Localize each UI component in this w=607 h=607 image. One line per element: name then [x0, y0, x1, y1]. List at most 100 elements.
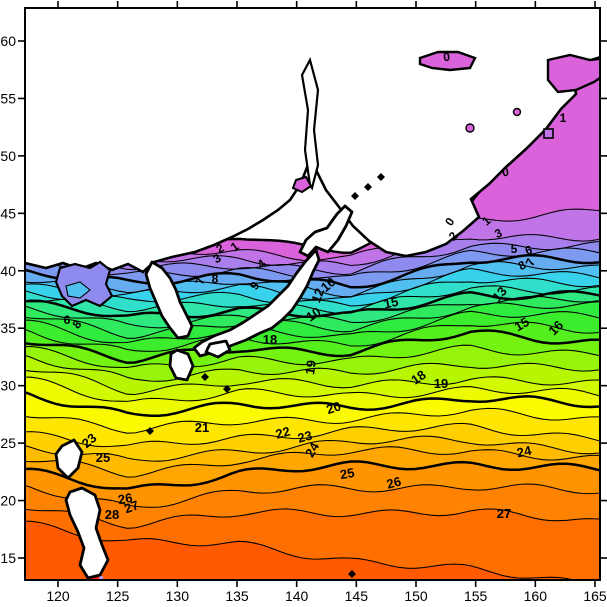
- contour-band-27: [25, 508, 600, 580]
- shikoku-island-coastline: [204, 339, 232, 359]
- x-tick-label: 130: [166, 588, 190, 604]
- contour-line-15: [25, 329, 600, 365]
- contour-band-3: [25, 241, 600, 279]
- island-marker: [364, 183, 372, 191]
- y-tick-label: 35: [0, 320, 16, 336]
- contour-line-22: [25, 422, 600, 448]
- y-tick-label: 20: [0, 493, 16, 509]
- contour-band-21: [25, 408, 600, 447]
- contour-band-15: [25, 330, 600, 368]
- y-tick-label: 40: [0, 263, 16, 279]
- contour-line-16: [25, 344, 600, 369]
- contour-line-24: [25, 446, 600, 478]
- contour-label-22: 22: [274, 424, 292, 442]
- contour-label-26: 26: [117, 490, 134, 507]
- contour-band-20: [25, 392, 600, 434]
- contour-band-24: [25, 446, 600, 489]
- contour-line-11: [25, 295, 600, 329]
- x-tick-label: 120: [46, 588, 70, 604]
- x-tick-label: 135: [225, 588, 249, 604]
- island-marker: [146, 427, 154, 435]
- contour-band-8: [25, 278, 600, 314]
- contour-label-19: 19: [302, 359, 319, 375]
- contour-label-5: 5: [511, 242, 518, 256]
- contour-label-20: 20: [324, 398, 342, 417]
- x-tick-label: 145: [345, 588, 369, 604]
- x-tick-label: 150: [404, 588, 428, 604]
- contour-label-21: 21: [195, 420, 209, 435]
- warm-patch-small: [291, 175, 313, 194]
- plot-frame: [24, 7, 601, 581]
- x-tick-label: 155: [464, 588, 488, 604]
- contour-label-27: 27: [122, 497, 141, 516]
- contour-label-10: 10: [303, 304, 323, 325]
- bohai-gulf-region: [54, 260, 114, 308]
- contour-band-16: [25, 345, 600, 382]
- contour-label-23: 23: [296, 428, 314, 446]
- hokkaido-island-coastline: [298, 204, 354, 258]
- contour-line-21: [25, 407, 600, 434]
- honshu-island-coastline: [192, 248, 321, 358]
- x-tick-label: 160: [524, 588, 548, 604]
- contour-line-18: [25, 369, 600, 396]
- contour-label-19: 19: [434, 376, 448, 391]
- contour-band-14: [25, 322, 600, 363]
- contour-line-14: [25, 321, 600, 352]
- contour-line-26: [25, 483, 600, 508]
- island-marker: [377, 173, 385, 181]
- y-tick-label: 50: [0, 148, 16, 164]
- contour-band-19: [25, 377, 600, 416]
- y-tick-label: 55: [0, 90, 16, 106]
- sakhalin-coastline: [300, 57, 320, 191]
- contour-band-5: [25, 255, 600, 297]
- korea-peninsula-coastline: [144, 260, 194, 340]
- contour-line-25: [25, 460, 600, 490]
- contour-band-28: [25, 521, 574, 580]
- contour-label-25: 25: [96, 450, 110, 465]
- contour-band-26: [25, 484, 600, 529]
- island-marker: [351, 192, 359, 200]
- contour-band-2: [25, 234, 600, 275]
- contour-line-28: [25, 520, 576, 580]
- contour-label-15: 15: [382, 294, 399, 312]
- contour-label-18: 18: [408, 367, 428, 388]
- contour-label-6: 6: [64, 313, 71, 327]
- contour-label-12: 12: [308, 286, 327, 305]
- y-tick-label: 60: [0, 33, 16, 49]
- contour-label-26: 26: [385, 474, 403, 492]
- x-tick-label: 125: [106, 588, 130, 604]
- y-tick-label: 25: [0, 435, 16, 451]
- contour-label-0: 0: [501, 165, 510, 180]
- contour-line-27: [25, 508, 600, 529]
- contour-band-25: [25, 461, 600, 508]
- warm-dot: [512, 107, 522, 117]
- contour-label-15: 15: [512, 314, 532, 334]
- warm-patch-northeast: [546, 53, 600, 94]
- contour-line-7: [25, 267, 600, 301]
- contour-line-20: [25, 390, 600, 417]
- contour-label-6: 6: [523, 242, 534, 258]
- x-tick-label: 165: [583, 588, 607, 604]
- warm-patch-square: [543, 128, 554, 139]
- stray-pixel: [99, 576, 103, 580]
- kyushu-island-coastline: [168, 348, 195, 382]
- contour-line-12: [25, 301, 600, 339]
- contour-line-13: [25, 310, 600, 344]
- contour-label-28: 28: [105, 507, 119, 522]
- island-marker: [348, 570, 356, 578]
- taiwan-island-coastline: [54, 438, 84, 480]
- contour-band-12: [25, 301, 600, 343]
- contour-band-17: [25, 355, 600, 395]
- warm-dot: [465, 123, 475, 133]
- island-marker: [201, 373, 209, 381]
- y-tick-label: 45: [0, 205, 16, 221]
- bohai-inner-band: [65, 281, 91, 299]
- contour-line-5: [25, 253, 600, 289]
- contour-line-8: [25, 277, 600, 307]
- contour-line-9: [25, 285, 600, 314]
- contour-band-22: [25, 423, 600, 462]
- contour-line-19: [25, 376, 600, 402]
